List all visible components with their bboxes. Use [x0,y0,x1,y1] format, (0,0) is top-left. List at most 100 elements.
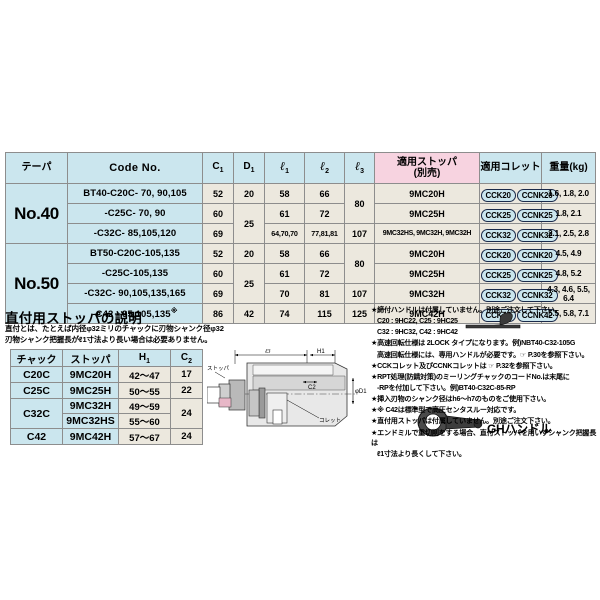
sub-chuck-cell: C20C [10,366,63,383]
l1-cell: 64,70,70 [264,223,305,244]
dim-label-l3: ℓ3 [265,349,271,355]
c1-cell: 86 [202,303,234,324]
c1-cell: 69 [202,283,234,304]
sub-h1-cell: 49〜59 [118,398,171,414]
c1-cell: 60 [202,263,234,284]
table-row: No.40 BT40-C20C- 70, 90,105 52 20 58 66 80 9MC2… [5,183,596,244]
sub-c2-cell: 17 [170,366,203,383]
header-stopper: 適用ストッパ (別売) [374,152,480,184]
gh-handle-icon [417,407,483,437]
l3-cell: 125 [344,303,375,324]
gh-handle-label: GHハンドル [487,422,552,436]
header-code-no-label: Code No. [109,161,161,174]
collet-cell: CCK32 CCNK32 [479,283,558,304]
section-description: 直付とは、たとえば内径φ32ミリのチャックに刃物シャンク径φ32 刃物シャンク把… [5,324,245,346]
l1-cell: 70 [264,283,305,304]
taper-cell: No.40 [5,183,68,244]
table-row: -C32C- 85,105,120 69 64,70,70 77,81,81 107 9M… [6,223,596,244]
callout-label-stopper: ストッパ [207,365,230,372]
c1-cell: 52 [202,183,234,204]
collet-badge: CCK25 [480,209,516,222]
table-header-row: テーパ Code No. C1 D1 ℓ1 ℓ2 ℓ3 適用ストッパ (別売) … [5,152,596,184]
spec-table: テーパ Code No. C1 D1 ℓ1 ℓ2 ℓ3 適用ストッパ (別売) … [5,152,596,324]
sub-h1-cell: 57〜67 [118,428,171,445]
code-no-cell: -C42 - 95,105,135※ [67,303,203,324]
wrench-handle-icon [465,312,521,329]
sub-header-c2-base: C [180,351,189,363]
sub-header-c2-sub: 2 [188,357,193,365]
d1-cell: 25 [233,263,265,304]
header-l3-sub: 3 [360,167,365,175]
collet-cell: CCK32 CCNK32 [479,223,558,244]
d1-cell: 25 [233,203,265,244]
table-row: -C42 - 95,105,135※ 86 42 74 115 125 9MC42H CCK4… [6,303,596,324]
code-no-superscript: ※ [170,307,178,315]
sub-h1-cell: 42〜47 [118,366,171,383]
l3-cell: 80 [344,243,375,284]
code-no-cell: -C25C-105,135 [67,263,203,284]
l2-cell: 72 [304,263,345,284]
sub-table-body: C20C 9MC20H 42〜47 17 C25C 9MC25H 50〜55 22 C32C 9M… [10,366,203,445]
collet-badge: CCK32 [480,229,516,242]
stopper-cell: 9MC42H [374,303,480,324]
sub-header-h1-base: H [138,351,147,363]
note-item: C32 : 9HC32, C42 : 9HC42 [377,328,458,337]
header-l1: ℓ1 [264,152,305,184]
header-taper: テーパ [5,152,68,184]
stopper-collar [248,389,260,417]
table-row: No.50 BT50-C20C-105,135 52 20 58 66 80 9MC20H CC… [5,243,596,324]
note-item: -RPを付加して下さい。例)BT40-C32C-85-RP [377,383,516,392]
l3-cell: 107 [344,283,375,304]
stopper-sub-table-container: チャック ストッパ H1 C2 C20C 9MC20H 42〜47 17 C25C 9MC… [10,349,203,445]
stopper-cell: 9MC32HS, 9MC32H, 9MC32H [374,223,480,244]
header-d1: D1 [233,152,265,184]
c1-cell: 52 [202,243,234,264]
sub-table-row: C25C 9MC25H 50〜55 22 [10,382,203,399]
c1-cell: 69 [202,223,234,244]
l3-cell: 80 [344,183,375,224]
collet-cell: CCK25 CCNK25 [479,203,558,224]
stopper-sub-table: チャック ストッパ H1 C2 C20C 9MC20H 42〜47 17 C25C 9MC… [10,349,203,445]
sub-table-row: C20C 9MC20H 42〜47 17 [10,366,203,383]
stopper-tip [272,409,283,425]
code-no-cell: -C25C- 70, 90 [67,203,203,224]
code-no-cell: BT40-C20C- 70, 90,105 [67,183,203,204]
d1-cell: 20 [233,183,265,204]
callout-leader-left [214,371,226,379]
note-item: C20 : 9HC22, C25 : 9HC25 [377,317,458,326]
code-no-cell: BT50-C20C-105,135 [67,243,203,264]
header-l2: ℓ2 [304,152,345,184]
note-item: ★直付用ストッパは付属していません。別途ご注文下さい。 [371,417,555,426]
sub-stopper-cell: 9MC25H [62,382,119,399]
sub-chuck-cell: C32C [10,398,63,429]
collet-badge: CCK32 [480,289,516,302]
stopper-cell: 9MC32H [374,283,480,304]
sub-c2-cell: 22 [170,382,203,399]
header-d1-base: D [243,160,251,172]
header-stopper-line2: (別売) [413,168,441,179]
stopper-part [258,387,266,419]
main-spec-table-container: テーパ Code No. C1 D1 ℓ1 ℓ2 ℓ3 適用ストッパ (別売) … [5,152,596,324]
l1-cell: 61 [264,203,305,224]
sub-stopper-cell: 9MC42H [62,428,119,445]
callout-leader-right [286,399,320,419]
collet-badge: CCNK20 [516,249,558,262]
stopper-cell: 9MC25H [374,203,480,224]
l3-cell: 107 [344,223,375,244]
sub-header-c2: C2 [170,349,203,367]
sub-stopper-cell: 9MC20H [62,366,119,383]
table-row: -C32C- 90,105,135,165 69 70 81 107 9MC32H CCK3… [6,283,596,304]
dim-label-h1: H1 [317,349,325,355]
l1-cell: 61 [264,263,305,284]
note-item: ★CCKコレット及びCCNKコレットは ☞ P.32を参照下さい。 [371,361,557,370]
header-d1-sub: 1 [250,166,255,174]
note-item: ★エンドミルで重切削をする場合、直付ストッパを用いずシャンク把握長は [371,428,597,448]
collet-cell: CCK20 CCNK20 [479,243,558,264]
note-item: ℓ1寸法より長くして下さい。 [377,450,466,459]
sub-header-h1: H1 [118,349,171,367]
sub-header-chuck: チャック [10,349,63,367]
collet-badge: CCK20 [480,249,516,262]
code-no-cell: -C32C- 90,105,135,165 [67,283,203,304]
note-item: ★RPT処理(防錆対策)のミーリングチャックのコードNo.は末尾に [371,372,570,381]
header-l3-base: ℓ [354,158,361,173]
